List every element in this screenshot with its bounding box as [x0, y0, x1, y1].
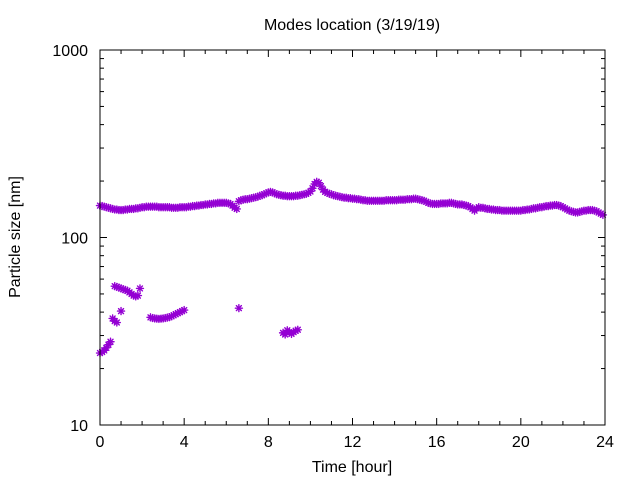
data-point — [133, 291, 143, 300]
data-points — [95, 177, 608, 358]
y-tick-labels: 10 100 1000 — [52, 43, 88, 435]
x-tick-label: 4 — [180, 434, 189, 451]
data-point — [293, 325, 302, 334]
x-tick-label: 24 — [596, 434, 614, 451]
x-tick-labels: 0 4 8 12 16 20 24 — [96, 434, 614, 451]
x-tick-label: 8 — [264, 434, 273, 451]
y-tick-label: 1000 — [52, 43, 88, 60]
chart-title: Modes location (3/19/19) — [264, 17, 440, 34]
data-point — [135, 284, 145, 293]
y-tick-label: 10 — [70, 418, 88, 435]
x-axis-label: Time [hour] — [312, 459, 392, 476]
data-point — [234, 303, 244, 313]
data-point — [112, 318, 122, 327]
data-point — [232, 204, 241, 214]
x-tick-label: 16 — [428, 434, 446, 451]
x-tick-label: 20 — [512, 434, 530, 451]
data-point — [106, 337, 115, 346]
y-tick-label: 100 — [61, 231, 88, 248]
data-point — [116, 306, 126, 316]
x-tick-label: 12 — [344, 434, 362, 451]
x-tick-label: 0 — [96, 434, 105, 451]
plot-frame — [99, 49, 606, 426]
data-point — [179, 305, 189, 315]
y-axis-label: Particle size [nm] — [7, 176, 24, 298]
